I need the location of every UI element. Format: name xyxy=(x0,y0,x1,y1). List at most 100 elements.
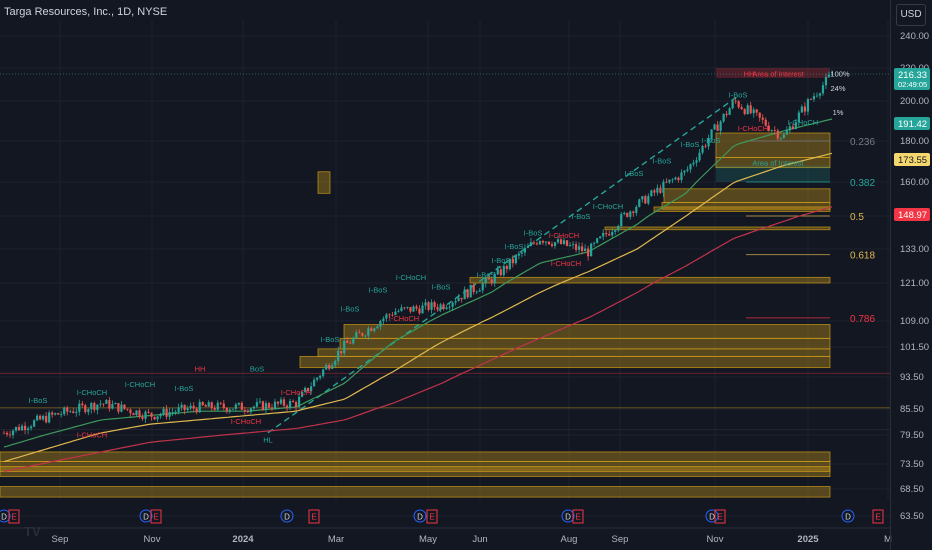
price-tick-label: 109.00 xyxy=(900,316,929,327)
earnings-marker[interactable]: E xyxy=(150,509,162,524)
candle-body xyxy=(234,404,237,409)
earnings-marker[interactable]: E xyxy=(8,509,20,524)
candle-body xyxy=(297,396,301,407)
candle-body xyxy=(388,314,391,316)
time-tick-label: Mar xyxy=(328,534,344,545)
earnings-marker[interactable]: E xyxy=(426,509,438,524)
candle-body xyxy=(550,244,554,246)
candle-body xyxy=(340,350,343,354)
candle-body xyxy=(719,121,722,131)
candle-body xyxy=(713,124,716,130)
candle-body xyxy=(150,412,153,417)
candle-body xyxy=(138,410,141,417)
time-tick-label: May xyxy=(419,534,437,545)
dividend-marker[interactable]: D xyxy=(705,509,719,523)
structure-label: I-CHoCH xyxy=(551,259,581,268)
candle-body xyxy=(204,405,207,407)
candle-body xyxy=(11,430,15,436)
structure-label: I-BoS xyxy=(321,335,340,344)
candle-body xyxy=(210,402,213,409)
svg-text:D: D xyxy=(417,513,423,522)
dividend-marker[interactable]: D xyxy=(561,509,575,523)
candle-body xyxy=(57,413,60,415)
candle-body xyxy=(584,248,587,252)
price-axis[interactable]: 240.00220.00200.00180.00160.00145.00133.… xyxy=(894,31,930,522)
structure-label: I-BoS xyxy=(625,169,644,178)
candle-body xyxy=(457,297,460,302)
price-axis-separator xyxy=(890,0,891,550)
candle-body xyxy=(267,403,271,408)
candle-body xyxy=(737,101,740,108)
candle-body xyxy=(20,425,24,431)
candle-body xyxy=(683,170,686,173)
structure-label: I-CHoCH xyxy=(549,231,579,240)
trend-line xyxy=(267,95,739,434)
chart-title: Targa Resources, Inc., 1D, NYSE xyxy=(4,6,168,18)
candle-body xyxy=(478,290,481,292)
candle-body xyxy=(237,402,240,405)
moving-average-line xyxy=(3,206,833,473)
candle-body xyxy=(556,239,560,243)
svg-text:173.55: 173.55 xyxy=(898,155,927,166)
candle-body xyxy=(246,411,249,413)
earnings-marker[interactable]: E xyxy=(714,509,726,524)
structure-label: I-BoS xyxy=(653,157,672,166)
candle-body xyxy=(225,407,228,412)
candle-body xyxy=(120,404,123,412)
time-tick-label: Nov xyxy=(144,534,161,545)
structure-label: I-BoS xyxy=(341,305,360,314)
dividend-marker[interactable]: D xyxy=(413,509,427,523)
candle-body xyxy=(29,426,33,429)
candle-body xyxy=(532,242,536,244)
candle-body xyxy=(493,274,496,284)
svg-text:D: D xyxy=(565,513,571,522)
candle-body xyxy=(153,416,156,420)
candle-body xyxy=(454,301,457,303)
time-axis[interactable]: Sep Nov 2024 Mar May Jun Aug Sep Nov 2025 M xyxy=(0,527,892,545)
candle-body xyxy=(779,137,782,139)
svg-text:D: D xyxy=(1,513,7,522)
candle-body xyxy=(517,253,520,256)
svg-text:E: E xyxy=(429,513,434,522)
candle-body xyxy=(111,404,114,409)
time-tick-label: 2024 xyxy=(232,534,254,545)
candle-body xyxy=(620,214,623,226)
dividend-marker[interactable]: D xyxy=(139,509,153,523)
candle-body xyxy=(605,232,608,235)
earnings-marker[interactable]: E xyxy=(308,509,320,524)
currency-button[interactable]: USD xyxy=(896,4,926,26)
svg-text:E: E xyxy=(153,513,158,522)
candle-body xyxy=(310,386,313,392)
moving-average-line xyxy=(3,118,833,448)
candle-body xyxy=(135,410,138,416)
svg-text:E: E xyxy=(11,513,16,522)
time-tick-label: Sep xyxy=(52,534,69,545)
candle-body xyxy=(818,93,822,96)
candle-body xyxy=(577,246,581,250)
price-tick-label: 63.50 xyxy=(900,511,924,522)
dividend-marker[interactable]: D xyxy=(841,509,855,523)
candle-body xyxy=(78,403,81,412)
candle-body xyxy=(770,130,773,131)
dividend-marker[interactable]: D xyxy=(280,509,294,523)
earnings-marker[interactable]: E xyxy=(872,509,884,524)
structure-label: I-CHoCH xyxy=(77,388,107,397)
candle-body xyxy=(361,333,364,336)
structure-label: HH xyxy=(744,69,755,78)
candle-body xyxy=(325,365,328,370)
candle-body xyxy=(72,411,75,413)
candle-body xyxy=(430,302,433,310)
dividend-marker[interactable]: D xyxy=(0,509,11,523)
candle-body xyxy=(322,369,325,376)
candle-body xyxy=(412,306,415,312)
candle-body xyxy=(812,96,816,100)
candle-body xyxy=(650,190,653,197)
earnings-marker[interactable]: E xyxy=(572,509,584,524)
candle-body xyxy=(87,409,90,413)
candle-body xyxy=(307,387,310,392)
candle-body xyxy=(565,240,569,246)
time-tick-label: Aug xyxy=(561,534,578,545)
candle-body xyxy=(671,179,674,181)
